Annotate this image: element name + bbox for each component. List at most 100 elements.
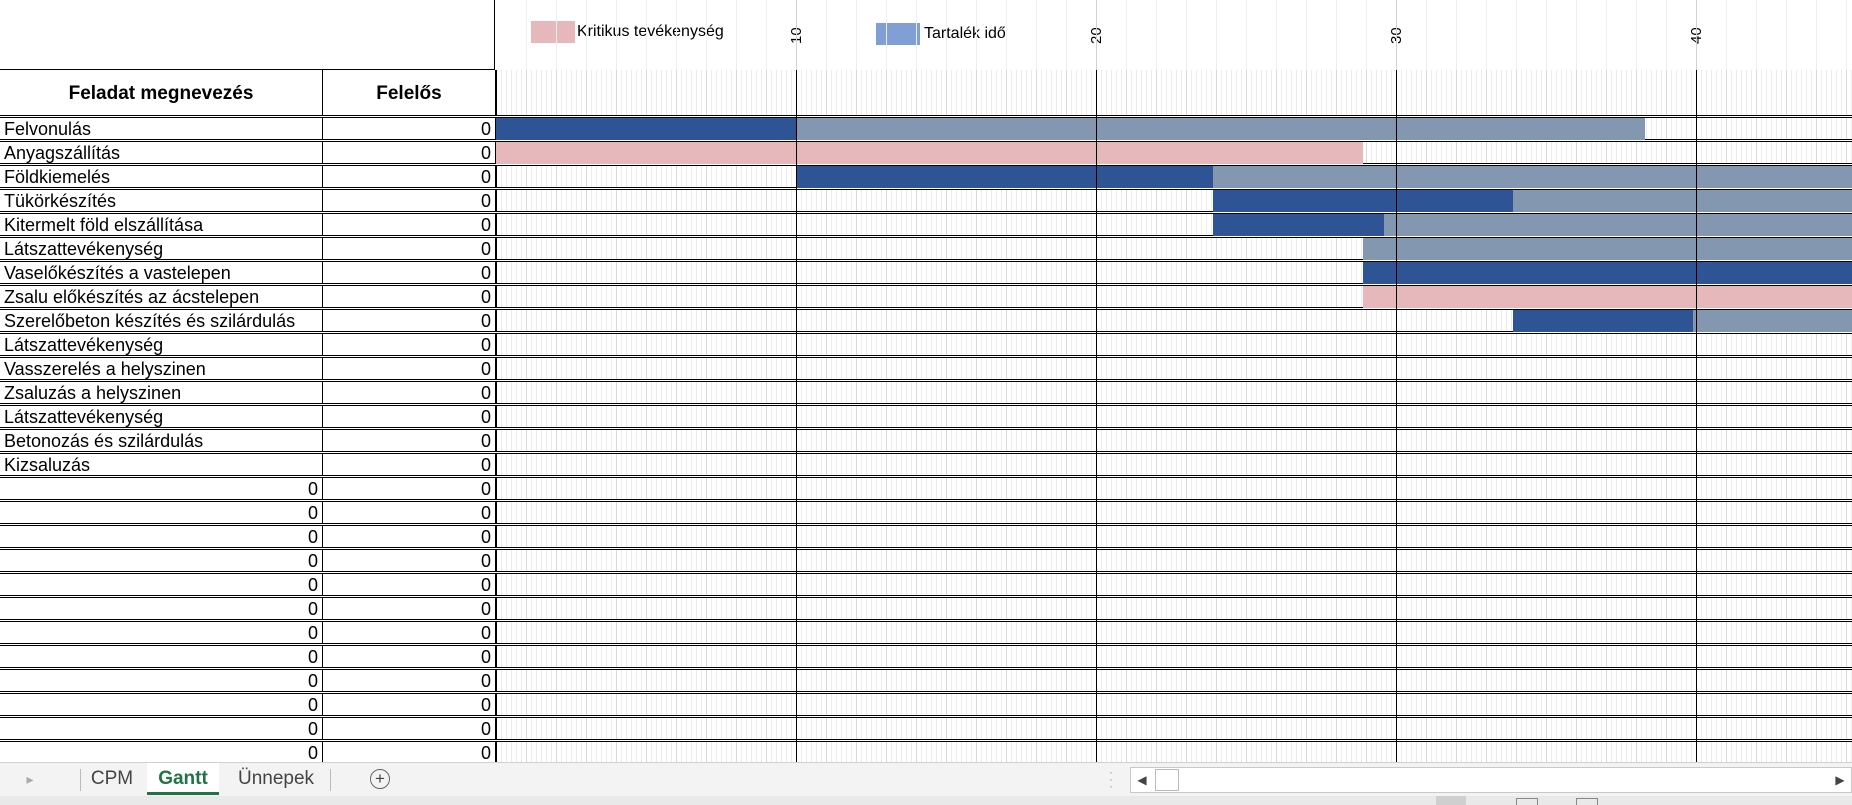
tab-gantt[interactable]: Gantt [147,763,219,795]
table-row[interactable]: Zsalu előkészítés az ácstelepen 0 [0,286,496,308]
responsible-cell[interactable]: 0 [323,550,496,572]
page-layout-view-icon[interactable] [1516,798,1538,805]
table-row[interactable]: Látszattevékenység 0 [0,406,496,428]
task-name-cell[interactable]: 0 [0,502,323,524]
task-name-cell[interactable]: 0 [0,718,323,740]
responsible-cell[interactable]: 0 [323,598,496,620]
responsible-cell[interactable]: 0 [323,454,496,476]
task-name-cell[interactable]: Zsalu előkészítés az ácstelepen [0,286,323,308]
tab-unnepek[interactable]: Ünnepek [237,768,315,789]
splitter-handle-icon[interactable]: · · · [1109,765,1113,793]
task-name-cell[interactable]: Látszattevékenység [0,334,323,356]
responsible-cell[interactable]: 0 [323,310,496,332]
table-row[interactable]: Szerelőbeton készítés és szilárdulás 0 [0,310,496,332]
gantt-sheet[interactable]: Kritikus tevékenység Tartalék idő 102030… [0,0,1852,762]
page-break-view-icon[interactable] [1576,798,1598,805]
table-row[interactable]: Zsaluzás a helyszinen 0 [0,382,496,404]
week-divider [1396,70,1397,762]
table-row[interactable]: Látszattevékenység 0 [0,238,496,260]
task-name-cell[interactable]: 0 [0,694,323,716]
task-name-cell[interactable]: 0 [0,574,323,596]
task-name-cell[interactable]: Vaselőkészítés a vastelepen [0,262,323,284]
scroll-right-icon[interactable]: ▶ [1835,773,1845,787]
responsible-cell[interactable]: 0 [323,118,496,140]
responsible-cell[interactable]: 0 [323,526,496,548]
column-header-responsible[interactable]: Felelős [323,70,496,118]
responsible-cell[interactable]: 0 [323,142,496,164]
task-name-cell[interactable]: Anyagszállítás [0,142,323,164]
task-name-cell[interactable]: 0 [0,622,323,644]
scroll-left-tab-icon[interactable]: ▸ [26,771,34,787]
task-name-cell[interactable]: Zsaluzás a helyszinen [0,382,323,404]
table-row[interactable]: Tükörkészítés 0 [0,190,496,212]
table-row[interactable]: Kizsaluzás 0 [0,454,496,476]
tab-cpm[interactable]: CPM [90,768,134,789]
responsible-cell[interactable]: 0 [323,238,496,260]
table-row[interactable]: Betonozás és szilárdulás 0 [0,430,496,452]
task-name-cell[interactable]: Tükörkészítés [0,190,323,212]
responsible-cell[interactable]: 0 [323,358,496,380]
responsible-cell[interactable]: 0 [323,166,496,188]
task-name-cell[interactable]: 0 [0,670,323,692]
responsible-cell[interactable]: 0 [323,286,496,308]
column-header-task-name[interactable]: Feladat megnevezés [0,70,323,118]
responsible-cell[interactable]: 0 [323,406,496,428]
task-name-cell[interactable]: Látszattevékenység [0,406,323,428]
task-name-cell[interactable]: Felvonulás [0,118,323,140]
responsible-cell[interactable]: 0 [323,382,496,404]
responsible-cell[interactable]: 0 [323,646,496,668]
table-row[interactable]: Vaselőkészítés a vastelepen 0 [0,262,496,284]
responsible-cell[interactable]: 0 [323,190,496,212]
duration-bar [1363,262,1852,284]
responsible-cell[interactable]: 0 [323,718,496,740]
table-row[interactable]: Látszattevékenység 0 [0,334,496,356]
responsible-cell[interactable]: 0 [323,334,496,356]
task-name-cell[interactable]: Szerelőbeton készítés és szilárdulás [0,310,323,332]
responsible-cell[interactable]: 0 [323,430,496,452]
table-row[interactable]: Vasszerelés a helyszinen 0 [0,358,496,380]
task-name-cell[interactable]: 0 [0,742,323,762]
responsible-cell[interactable]: 0 [323,214,496,236]
responsible-cell[interactable]: 0 [323,502,496,524]
scroll-thumb[interactable] [1155,769,1179,791]
responsible-cell[interactable]: 0 [323,574,496,596]
table-row[interactable]: Földkiemelés 0 [0,166,496,188]
task-name-cell[interactable]: Földkiemelés [0,166,323,188]
responsible-cell[interactable]: 0 [323,742,496,762]
normal-view-icon[interactable] [1436,796,1466,805]
task-name-cell[interactable]: 0 [0,550,323,572]
scroll-left-icon[interactable]: ◀ [1137,773,1147,787]
responsible-cell[interactable]: 0 [323,622,496,644]
task-name-cell[interactable]: Betonozás és szilárdulás [0,430,323,452]
table-row[interactable]: Felvonulás 0 [0,118,496,140]
task-name-cell[interactable]: 0 [0,478,323,500]
responsible-cell[interactable]: 0 [323,478,496,500]
task-name-cell[interactable]: 0 [0,646,323,668]
task-name-cell[interactable]: 0 [0,598,323,620]
header-blank-cell[interactable] [0,0,495,70]
table-row[interactable]: Anyagszállítás 0 [0,142,496,164]
task-name-cell[interactable]: Vasszerelés a helyszinen [0,358,323,380]
task-name-cell[interactable]: Látszattevékenység [0,238,323,260]
table-row[interactable]: Kitermelt föld elszállítása 0 [0,214,496,236]
task-name-cell[interactable]: Kizsaluzás [0,454,323,476]
horizontal-scrollbar[interactable]: ◀ ▶ [1130,767,1852,793]
responsible-cell[interactable]: 0 [323,694,496,716]
responsible-cell[interactable]: 0 [323,262,496,284]
task-name-cell[interactable]: Kitermelt föld elszállítása [0,214,323,236]
add-sheet-icon[interactable]: + [370,769,390,789]
task-name-cell[interactable]: 0 [0,526,323,548]
responsible-cell[interactable]: 0 [323,670,496,692]
